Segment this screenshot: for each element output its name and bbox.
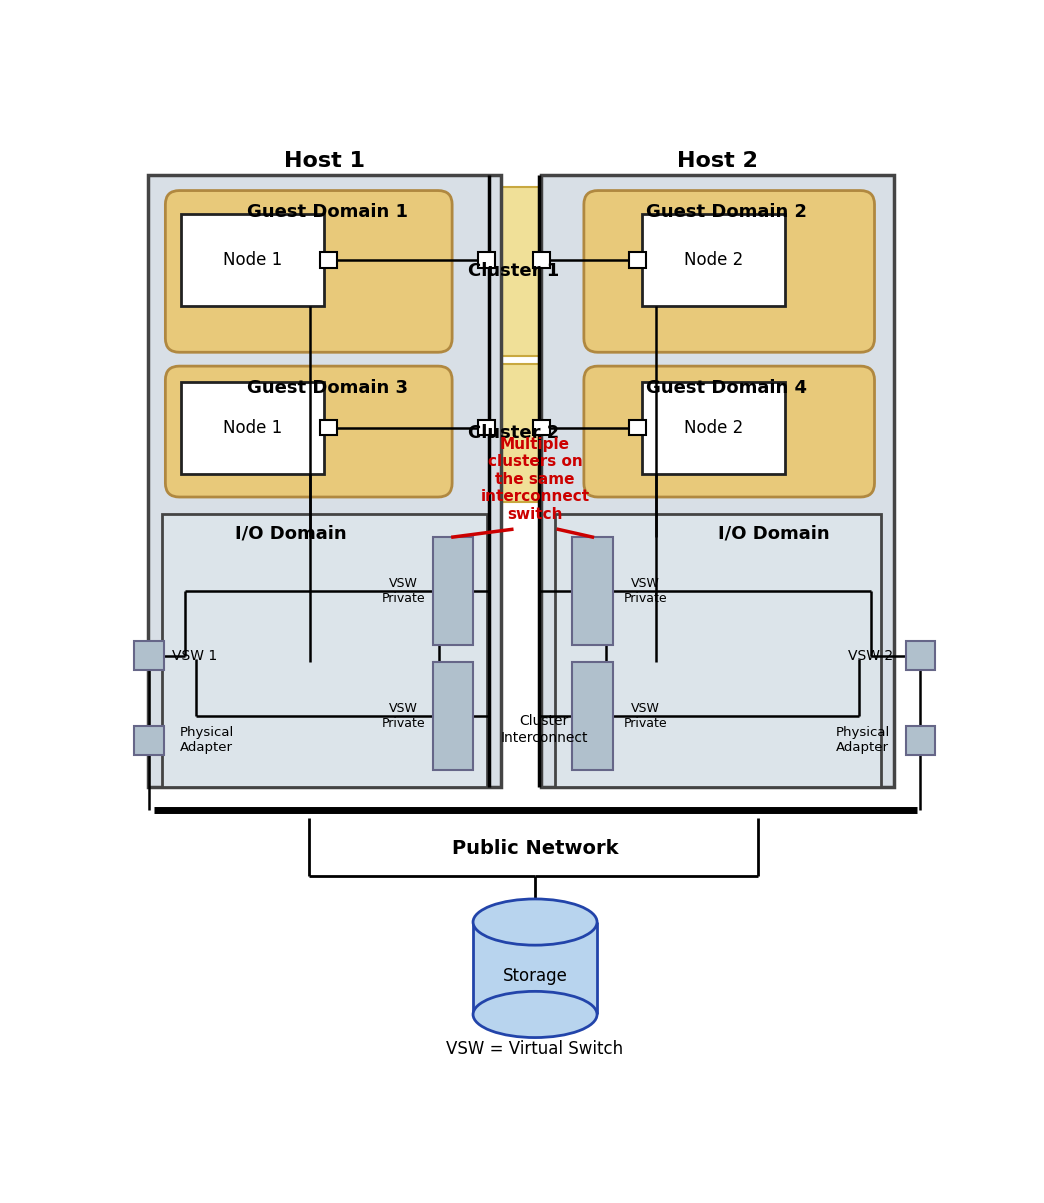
Text: Guest Domain 3: Guest Domain 3 (246, 379, 408, 397)
Bar (478, 253, 495, 267)
Bar (642, 381, 785, 474)
Bar (147, 176, 501, 787)
Bar (321, 253, 337, 267)
Ellipse shape (473, 991, 597, 1037)
Bar (532, 253, 550, 267)
Ellipse shape (473, 899, 597, 946)
Text: Node 1: Node 1 (222, 251, 282, 268)
Text: Guest Domain 4: Guest Domain 4 (646, 379, 807, 397)
FancyBboxPatch shape (584, 190, 875, 352)
Text: Cluster
Interconnect: Cluster Interconnect (501, 715, 588, 745)
Text: VSW
Private: VSW Private (381, 701, 425, 730)
Text: Physical
Adapter: Physical Adapter (836, 727, 889, 754)
Text: Node 1: Node 1 (222, 419, 282, 437)
Bar (181, 381, 325, 474)
Bar (642, 214, 785, 306)
Text: VSW 1: VSW 1 (172, 648, 217, 663)
Text: VSW
Private: VSW Private (381, 577, 425, 605)
Text: Node 2: Node 2 (684, 419, 743, 437)
Text: Guest Domain 1: Guest Domain 1 (246, 203, 408, 221)
Bar (162, 514, 487, 787)
Bar (473, 921, 597, 1014)
Bar (321, 420, 337, 435)
Text: Physical
Adapter: Physical Adapter (180, 727, 234, 754)
Bar (541, 176, 894, 787)
Bar (532, 420, 550, 435)
Text: Guest Domain 2: Guest Domain 2 (646, 203, 807, 221)
Text: VSW
Private: VSW Private (623, 701, 667, 730)
Bar (628, 420, 646, 435)
Text: I/O Domain: I/O Domain (718, 525, 830, 543)
Text: Cluster 2: Cluster 2 (468, 425, 559, 443)
Bar (433, 662, 473, 770)
Bar (135, 725, 164, 755)
Text: VSW 2: VSW 2 (848, 648, 894, 663)
Text: Host 1: Host 1 (284, 152, 364, 171)
Text: Multiple
clusters on
the same
interconnect
switch: Multiple clusters on the same interconne… (480, 437, 590, 522)
Bar (454, 363, 572, 503)
Bar (555, 514, 881, 787)
Bar (572, 537, 613, 645)
Bar (181, 214, 325, 306)
Text: VSW
Private: VSW Private (623, 577, 667, 605)
Bar (905, 641, 935, 670)
FancyBboxPatch shape (165, 366, 452, 497)
Bar (905, 725, 935, 755)
Text: Storage: Storage (502, 967, 568, 985)
Bar (478, 420, 495, 435)
Text: Cluster 1: Cluster 1 (468, 262, 559, 280)
Bar (454, 186, 572, 356)
FancyBboxPatch shape (165, 190, 452, 352)
Text: Node 2: Node 2 (684, 251, 743, 268)
FancyBboxPatch shape (584, 366, 875, 497)
Bar (433, 537, 473, 645)
Bar (628, 253, 646, 267)
Text: Public Network: Public Network (452, 840, 618, 859)
Text: I/O Domain: I/O Domain (235, 525, 347, 543)
Text: VSW = Virtual Switch: VSW = Virtual Switch (447, 1041, 623, 1059)
Bar (572, 662, 613, 770)
Text: Host 2: Host 2 (677, 152, 758, 171)
Bar (135, 641, 164, 670)
